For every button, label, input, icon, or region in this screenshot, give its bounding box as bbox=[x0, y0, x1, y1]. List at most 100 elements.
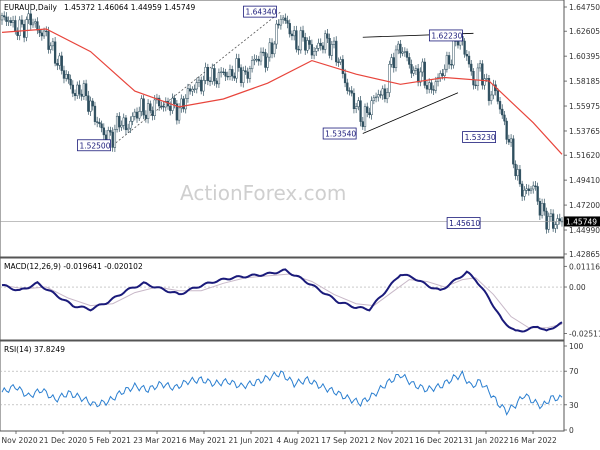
candle-body bbox=[290, 33, 294, 37]
candle-body bbox=[11, 20, 15, 23]
candle-body bbox=[47, 31, 50, 50]
candle-body bbox=[523, 189, 526, 197]
current-price-tag: 1.45749 bbox=[564, 216, 600, 227]
candle-body bbox=[540, 203, 544, 216]
price-tick-label: 1.62605 bbox=[569, 27, 600, 36]
candle-body bbox=[496, 90, 499, 102]
candle-body bbox=[443, 68, 446, 76]
candle-body bbox=[146, 103, 150, 119]
candle-body bbox=[213, 68, 216, 82]
candle-body bbox=[452, 40, 455, 66]
price-annotations: 1.52500 1.64340 1.53540 1.62230 1.53230 1.456… bbox=[77, 5, 496, 229]
candle-body bbox=[93, 105, 97, 122]
candle-body bbox=[467, 55, 471, 65]
candle-body bbox=[293, 30, 296, 37]
candle-body bbox=[96, 121, 99, 123]
macd-panel: MACD(12,26,9) -0.019641 -0.020102 0.0111… bbox=[0, 257, 600, 341]
x-tick-label: 4 Aug 2021 bbox=[276, 436, 319, 445]
candle-body bbox=[65, 74, 68, 79]
price-note-label: 1.53540 bbox=[325, 130, 356, 139]
rsi-tick-label: 100 bbox=[569, 342, 584, 351]
candle-body bbox=[483, 78, 486, 86]
candle-body bbox=[231, 69, 234, 77]
candle-body bbox=[173, 97, 176, 105]
candle-body bbox=[503, 114, 506, 122]
candle-body bbox=[312, 50, 316, 56]
candle-body bbox=[366, 106, 369, 113]
candle-body bbox=[219, 71, 223, 74]
x-tick-label: 31 Jan 2022 bbox=[464, 436, 509, 445]
candle-body bbox=[133, 111, 136, 117]
candle-body bbox=[315, 48, 318, 52]
watermark: ActionForex.com bbox=[180, 181, 346, 205]
candle-body bbox=[109, 130, 112, 133]
candle-body bbox=[239, 67, 243, 83]
candle-body bbox=[182, 98, 185, 110]
candle-body bbox=[432, 89, 435, 91]
candle-body bbox=[441, 73, 444, 76]
candle-body bbox=[549, 213, 553, 217]
candle-body bbox=[200, 79, 203, 92]
candle-body bbox=[405, 51, 409, 58]
candle-body bbox=[188, 88, 192, 92]
candle-body bbox=[474, 84, 477, 87]
candle-body bbox=[144, 114, 148, 119]
candle-body bbox=[102, 127, 105, 136]
candle-body bbox=[326, 33, 329, 39]
candle-body bbox=[521, 183, 524, 197]
price-title: EURAUD,Daily bbox=[4, 3, 57, 12]
candle-body bbox=[319, 42, 322, 47]
candle-body bbox=[25, 19, 28, 38]
candle-body bbox=[335, 40, 338, 63]
candle-body bbox=[250, 60, 254, 69]
candle-body bbox=[160, 105, 163, 108]
candle-body bbox=[295, 30, 298, 50]
x-tick-label: 5 Feb 2021 bbox=[89, 436, 131, 445]
candle-body bbox=[277, 23, 280, 26]
candle-body bbox=[419, 71, 422, 83]
trendline-2 bbox=[362, 92, 459, 134]
candle-body bbox=[554, 224, 557, 229]
price-note-label: 1.52500 bbox=[79, 141, 110, 150]
candle-body bbox=[38, 30, 41, 34]
candle-body bbox=[401, 51, 404, 54]
candle-body bbox=[501, 108, 504, 116]
candle-body bbox=[301, 30, 305, 38]
price-note-label: 1.45610 bbox=[449, 219, 480, 228]
candle-body bbox=[534, 185, 537, 187]
candle-body bbox=[536, 186, 539, 202]
candle-body bbox=[297, 48, 300, 51]
candle-body bbox=[399, 43, 402, 54]
candle-body bbox=[253, 58, 256, 61]
candle-body bbox=[164, 100, 167, 108]
candle-body bbox=[49, 45, 52, 50]
candle-body bbox=[158, 97, 161, 107]
candle-body bbox=[202, 80, 205, 92]
candle-body bbox=[45, 30, 48, 33]
candle-body bbox=[31, 22, 35, 26]
candle-body bbox=[414, 68, 418, 71]
candle-body bbox=[304, 37, 307, 51]
candle-body bbox=[445, 55, 449, 70]
price-tick-label: 1.42865 bbox=[569, 250, 600, 259]
candle-body bbox=[204, 66, 207, 81]
price-y-axis: 1.64750 1.62605 1.60395 1.58185 1.55975 1.537… bbox=[564, 3, 600, 259]
candle-body bbox=[127, 127, 130, 131]
candle-body bbox=[5, 16, 8, 22]
candle-body bbox=[40, 32, 43, 37]
candle-body bbox=[516, 169, 519, 177]
candle-body bbox=[224, 71, 227, 77]
candle-body bbox=[149, 103, 152, 111]
candle-body bbox=[328, 38, 331, 56]
candle-body bbox=[69, 78, 72, 86]
candle-body bbox=[306, 40, 309, 51]
candle-body bbox=[390, 57, 393, 65]
candle-body bbox=[470, 63, 473, 72]
candle-body bbox=[89, 100, 92, 112]
candle-body bbox=[71, 84, 74, 94]
candle-body bbox=[215, 80, 218, 85]
rsi-tick-label: 70 bbox=[569, 367, 579, 376]
candle-body bbox=[286, 20, 289, 24]
candle-body bbox=[120, 125, 123, 128]
